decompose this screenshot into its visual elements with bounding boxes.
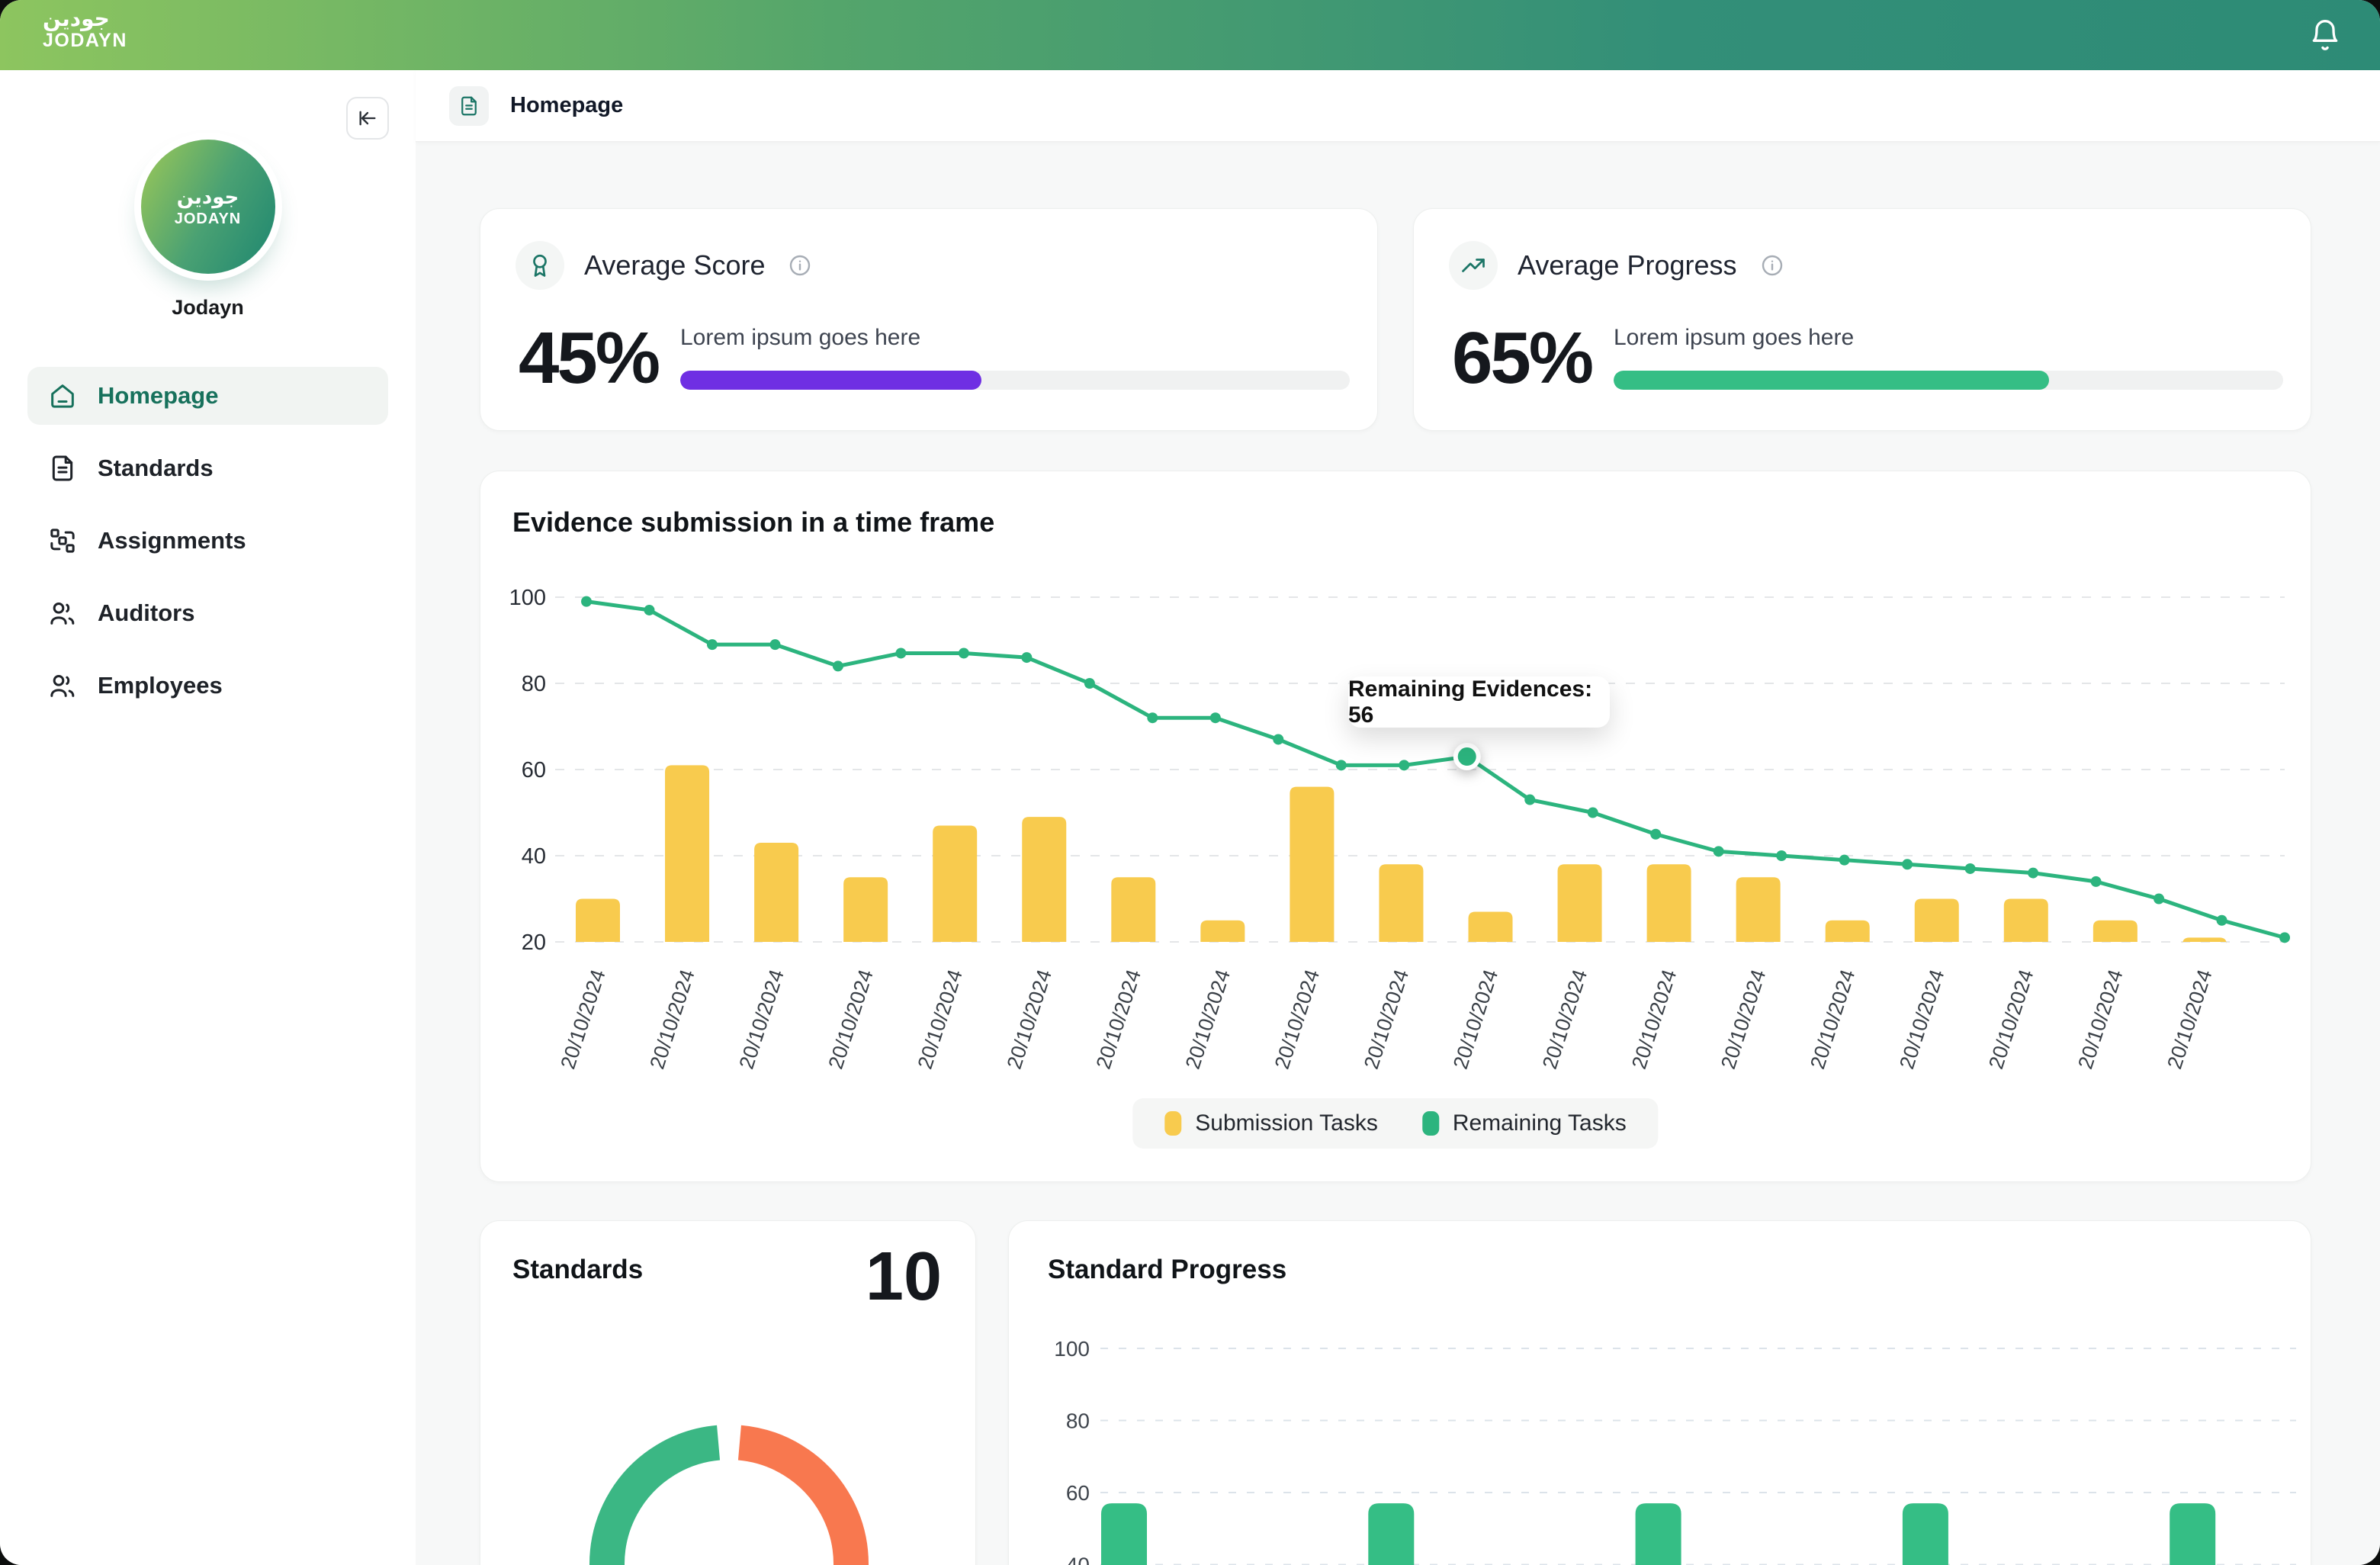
sidebar-item-standards[interactable]: Standards [27,439,388,497]
notifications-bell-icon[interactable] [2308,18,2342,52]
brand-logo-latin: JODAYN [43,31,127,51]
average-progress-header: Average Progress [1449,241,1784,290]
app-window: جودين JODAYN جودين JODAYN Jodayn Homepag… [0,0,2380,1565]
svg-text:100: 100 [509,586,546,610]
legend-item-remaining-tasks[interactable]: Remaining Tasks [1422,1110,1627,1136]
sidebar-item-label: Auditors [98,599,194,627]
trending-up-icon [1460,252,1487,279]
breadcrumb-item-homepage[interactable]: Homepage [510,93,623,118]
average-progress-title: Average Progress [1518,249,1737,281]
chart-tooltip: Remaining Evidences: 56 [1348,676,1610,728]
average-progress-card: Average Progress 65% Lorem ipsum goes he… [1413,208,2311,431]
legend-swatch-green [1422,1111,1439,1136]
svg-text:20/10/2024: 20/10/2024 [1360,967,1413,1072]
arrow-left-to-line-icon [357,108,378,129]
svg-text:20/10/2024: 20/10/2024 [2163,967,2216,1072]
svg-text:20/10/2024: 20/10/2024 [1717,967,1770,1072]
average-score-title: Average Score [584,249,765,281]
svg-text:20/10/2024: 20/10/2024 [556,967,609,1072]
svg-text:20/10/2024: 20/10/2024 [1092,967,1145,1072]
average-progress-body: 65% Lorem ipsum goes here [1452,325,2283,392]
sidebar-item-label: Assignments [98,527,246,554]
average-score-header: Average Score [516,241,812,290]
file-icon [47,453,78,484]
svg-text:20/10/2024: 20/10/2024 [1895,967,1948,1072]
sidebar-item-label: Homepage [98,382,218,410]
topbar: جودين JODAYN [0,0,2380,70]
svg-text:20/10/2024: 20/10/2024 [824,967,878,1072]
users-icon [47,598,78,628]
average-score-progressbar [680,371,1350,390]
svg-text:40: 40 [1066,1554,1090,1565]
award-icon [526,252,554,279]
svg-text:20/10/2024: 20/10/2024 [1627,967,1681,1072]
trending-up-icon-circle [1449,241,1498,290]
brand-logo-arabic: جودين [43,8,127,31]
document-icon [458,95,480,117]
svg-text:20/10/2024: 20/10/2024 [2073,967,2127,1072]
brand-logo: جودين JODAYN [43,8,127,51]
breadcrumb: Homepage [416,70,2380,142]
standard-progress-card: Standard Progress 100806040 [1008,1220,2311,1565]
legend-item-submission-tasks[interactable]: Submission Tasks [1164,1110,1378,1136]
average-score-value: 45% [519,325,680,392]
sidebar-menu: Homepage Standards Assignments [27,367,388,715]
org-name: Jodayn [0,296,416,320]
svg-text:80: 80 [522,672,546,696]
svg-text:20: 20 [522,930,546,955]
svg-text:80: 80 [1066,1409,1090,1433]
average-score-description: Lorem ipsum goes here [680,325,1350,351]
sidebar-item-label: Employees [98,672,223,699]
svg-text:20/10/2024: 20/10/2024 [1270,967,1324,1072]
users-icon [47,670,78,701]
evidence-chart-card: Evidence submission in a time frame 1008… [480,471,2311,1182]
average-progress-progressbar [1614,371,2283,390]
chart-legend: Submission Tasks Remaining Tasks [1132,1098,1658,1149]
evidence-combo-chart[interactable]: 100 80 60 40 20 20/10/2024 20/10/2024 20/10/202… [480,471,2311,1183]
org-avatar: جودين JODAYN [141,140,275,274]
svg-text:20/10/2024: 20/10/2024 [1538,967,1591,1072]
svg-text:40: 40 [522,844,546,869]
svg-text:60: 60 [1066,1481,1090,1505]
average-progress-description: Lorem ipsum goes here [1614,325,2283,351]
breadcrumb-icon-box [449,86,489,126]
qr-scan-icon [47,525,78,556]
svg-text:20/10/2024: 20/10/2024 [1003,967,1056,1072]
standards-donut-chart[interactable] [480,1221,975,1565]
legend-swatch-yellow [1164,1111,1181,1136]
sidebar-item-auditors[interactable]: Auditors [27,584,388,642]
svg-text:60: 60 [522,758,546,782]
svg-text:20/10/2024: 20/10/2024 [914,967,967,1072]
home-icon [47,381,78,411]
info-icon[interactable] [788,253,812,278]
sidebar-collapse-button[interactable] [346,97,389,140]
svg-text:20/10/2024: 20/10/2024 [1449,967,1502,1072]
info-icon[interactable] [1760,253,1784,278]
standards-card: Standards 10 [480,1220,976,1565]
legend-label: Submission Tasks [1195,1110,1378,1136]
main-content: Homepage Average Score 45% [416,70,2380,1565]
average-score-progress-fill [680,371,981,390]
legend-label: Remaining Tasks [1453,1110,1627,1136]
sidebar: جودين JODAYN Jodayn Homepage Standards [0,70,416,1565]
avatar-label-arabic: جودين [177,186,239,209]
sidebar-item-homepage[interactable]: Homepage [27,367,388,425]
svg-text:20/10/2024: 20/10/2024 [1984,967,2038,1072]
average-progress-value: 65% [1452,325,1614,392]
svg-text:20/10/2024: 20/10/2024 [735,967,789,1072]
svg-text:20/10/2024: 20/10/2024 [645,967,699,1072]
award-icon-circle [516,241,564,290]
average-progress-progress-fill [1614,371,2049,390]
average-score-body: 45% Lorem ipsum goes here [519,325,1350,392]
standard-progress-chart[interactable]: 100 80 60 40 [1009,1221,2311,1565]
sidebar-item-assignments[interactable]: Assignments [27,512,388,570]
svg-text:100: 100 [1054,1337,1090,1361]
sidebar-item-employees[interactable]: Employees [27,657,388,715]
average-score-card: Average Score 45% Lorem ipsum goes here [480,208,1378,431]
sidebar-item-label: Standards [98,455,214,482]
svg-text:20/10/2024: 20/10/2024 [1806,967,1859,1072]
svg-text:20/10/2024: 20/10/2024 [1181,967,1235,1072]
avatar-label-latin: JODAYN [175,210,242,228]
